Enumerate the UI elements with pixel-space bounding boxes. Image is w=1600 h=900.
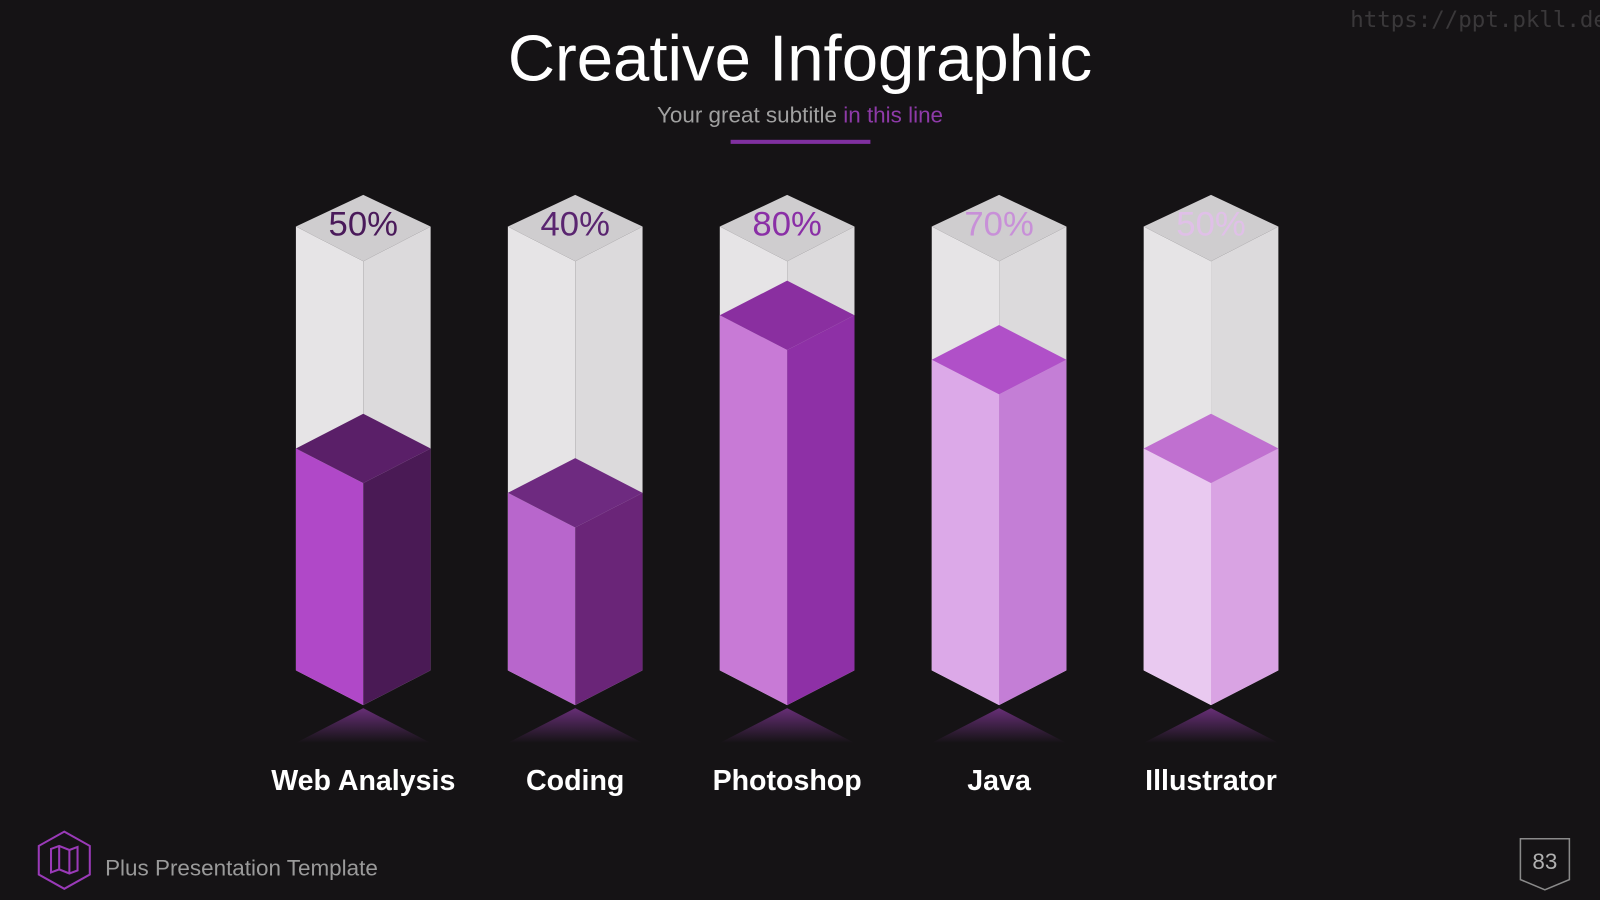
reflection <box>1143 708 1279 743</box>
value-label: 70% <box>964 206 1033 244</box>
reflection <box>931 708 1067 743</box>
subtitle-text: Your great subtitle <box>657 102 837 127</box>
category-label: Java <box>967 765 1032 797</box>
chart-title: Creative Infographic <box>508 22 1092 95</box>
bar-left <box>507 492 576 706</box>
category-label: Web Analysis <box>271 765 455 797</box>
bar-right <box>787 315 855 706</box>
page-badge <box>1519 838 1571 891</box>
column-top <box>1143 194 1279 262</box>
value-label: 50% <box>1176 206 1245 244</box>
bar-left <box>1143 448 1212 706</box>
value-label: 50% <box>329 206 398 244</box>
category-label: Coding <box>526 765 624 797</box>
reflection <box>719 708 855 743</box>
bar-left <box>295 448 364 706</box>
value-label: 80% <box>752 206 821 244</box>
reflection <box>507 708 643 743</box>
column-top <box>719 194 855 262</box>
footer-icon <box>37 830 91 890</box>
column-top <box>931 194 1067 262</box>
subtitle-underline <box>730 139 871 144</box>
subtitle: Your great subtitle in this line <box>657 102 943 127</box>
column-top <box>507 194 643 262</box>
watermark: https://ppt.pkll.de <box>1350 7 1600 33</box>
bar-left <box>931 359 1000 706</box>
bar-right <box>999 359 1067 706</box>
category-label: Photoshop <box>713 765 862 797</box>
category-label: Illustrator <box>1145 765 1277 797</box>
column-top <box>295 194 431 262</box>
reflection <box>295 708 431 743</box>
bar-right <box>575 492 643 706</box>
value-label: 40% <box>540 206 609 244</box>
bar-right <box>1211 448 1279 706</box>
bar-right <box>363 448 431 706</box>
bar-left <box>719 315 788 706</box>
page-number: 83 <box>1532 849 1557 874</box>
subtitle-highlight: in this line <box>843 102 943 127</box>
footer-text: Plus Presentation Template <box>105 855 378 880</box>
